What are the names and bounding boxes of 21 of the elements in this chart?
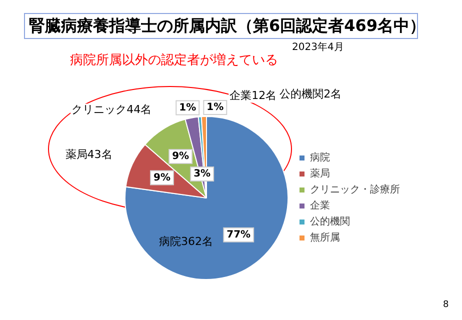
chart-title: 腎臓病療養指導士の所属内訳（第6回認定者469名中） — [28, 15, 426, 37]
legend-label: 企業 — [310, 200, 330, 212]
text: クリニック44名 — [72, 103, 152, 116]
legend-label: 病院 — [310, 152, 330, 164]
text: 病院362名 — [158, 235, 213, 248]
data-label: 9% — [172, 151, 190, 162]
legend-label: クリニック・診療所 — [310, 184, 400, 196]
data-label: 1% — [179, 102, 196, 114]
text: 8 — [443, 300, 449, 310]
legend-label: 薬局 — [310, 168, 330, 180]
data-label: 9% — [154, 172, 170, 184]
text: 薬局43名 — [65, 148, 112, 161]
data-label: 77% — [226, 229, 251, 240]
data-label: 1% — [206, 102, 224, 114]
chart-subtitle: 病院所属以外の認定者が増えている — [70, 52, 278, 69]
text: 2023年4月 — [292, 41, 344, 54]
legend-label: 公的機関 — [310, 216, 350, 228]
legend-label: 無所属 — [310, 232, 340, 244]
text: 企業12名 — [230, 89, 277, 102]
text: 公的機関2名 — [280, 88, 342, 101]
data-label: 3% — [194, 168, 211, 180]
